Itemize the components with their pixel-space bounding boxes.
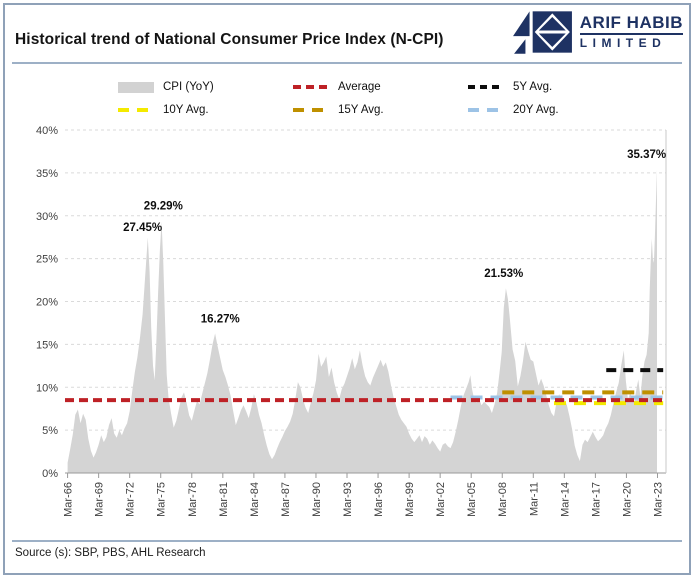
y-axis-tick-label: 5% (42, 425, 58, 437)
peak-annotation: 35.37% (627, 149, 666, 161)
legend-swatch-20y-avg (468, 108, 504, 112)
legend-swatch-average (293, 85, 329, 89)
legend-swatch-15y-avg (293, 108, 329, 112)
company-logo-text: ARIF HABIB LIMITED (579, 13, 683, 50)
x-axis-tick-label: Mar-17 (590, 482, 602, 517)
x-axis-tick-label: Mar-87 (280, 482, 292, 517)
x-axis-tick-label: Mar-69 (94, 482, 106, 517)
x-axis-tick-label: Mar-23 (652, 482, 664, 517)
x-axis-tick-label: Mar-08 (497, 482, 509, 517)
legend-swatch-cpi (118, 81, 154, 93)
y-axis-tick-label: 25% (36, 254, 58, 266)
x-axis-tick-label: Mar-75 (156, 482, 168, 517)
peak-annotation: 29.29% (144, 200, 183, 212)
x-axis-tick-label: Mar-05 (466, 482, 478, 517)
x-axis-tick-label: Mar-90 (311, 482, 323, 517)
x-axis-tick-label: Mar-93 (342, 482, 354, 517)
x-axis-tick-label: Mar-99 (404, 482, 416, 517)
y-axis-tick-label: 0% (42, 468, 58, 480)
y-axis-tick-label: 10% (36, 382, 58, 394)
company-logo: ARIF HABIB LIMITED (512, 9, 683, 55)
title-separator (12, 62, 682, 64)
legend-label: CPI (YoY) (163, 81, 214, 93)
x-axis-tick-label: Mar-78 (187, 482, 199, 517)
page-title: Historical trend of National Consumer Pr… (15, 31, 444, 48)
legend-item-20y-avg: 20Y Avg. (468, 103, 653, 117)
y-axis-tick-label: 40% (36, 125, 58, 137)
legend-label: Average (338, 81, 381, 93)
x-axis-tick-label: Mar-02 (435, 482, 447, 517)
cpi-yoy-area-series (67, 169, 657, 473)
x-axis-tick-label: Mar-11 (528, 482, 540, 516)
logo-company-suffix: LIMITED (579, 36, 667, 50)
x-axis-tick-label: Mar-66 (63, 482, 75, 517)
x-axis-tick-label: Mar-72 (125, 482, 137, 517)
legend-swatch-5y-avg (468, 85, 504, 89)
x-axis-tick-label: Mar-14 (559, 482, 571, 517)
legend-label: 5Y Avg. (513, 81, 553, 93)
peak-annotation: 27.45% (123, 222, 162, 234)
legend-label: 10Y Avg. (163, 104, 209, 116)
logo-company-name: ARIF HABIB (579, 13, 683, 32)
x-axis-tick-label: Mar-84 (249, 482, 261, 517)
x-axis-tick-label: Mar-81 (218, 482, 230, 517)
y-axis-tick-label: 35% (36, 168, 58, 180)
y-axis-tick-label: 15% (36, 339, 58, 351)
legend-item-5y-avg: 5Y Avg. (468, 80, 653, 94)
chart-legend: CPI (YoY) Average 5Y Avg. 10Y Avg. 15Y A… (118, 80, 653, 117)
legend-item-cpi: CPI (YoY) (118, 80, 293, 94)
company-logo-icon (512, 11, 572, 54)
legend-swatch-10y-avg (118, 108, 154, 112)
legend-label: 20Y Avg. (513, 104, 559, 116)
legend-item-15y-avg: 15Y Avg. (293, 103, 468, 117)
legend-item-average: Average (293, 80, 468, 94)
x-axis-tick-label: Mar-20 (621, 482, 633, 517)
legend-item-10y-avg: 10Y Avg. (118, 103, 293, 117)
footer-separator (12, 540, 682, 542)
logo-divider (579, 33, 683, 35)
source-note: Source (s): SBP, PBS, AHL Research (15, 547, 206, 559)
peak-annotation: 16.27% (201, 314, 240, 326)
y-axis-tick-label: 20% (36, 297, 58, 309)
x-axis-tick-label: Mar-96 (373, 482, 385, 517)
y-axis-tick-label: 30% (36, 211, 58, 223)
peak-annotation: 21.53% (484, 268, 523, 280)
legend-label: 15Y Avg. (338, 104, 384, 116)
